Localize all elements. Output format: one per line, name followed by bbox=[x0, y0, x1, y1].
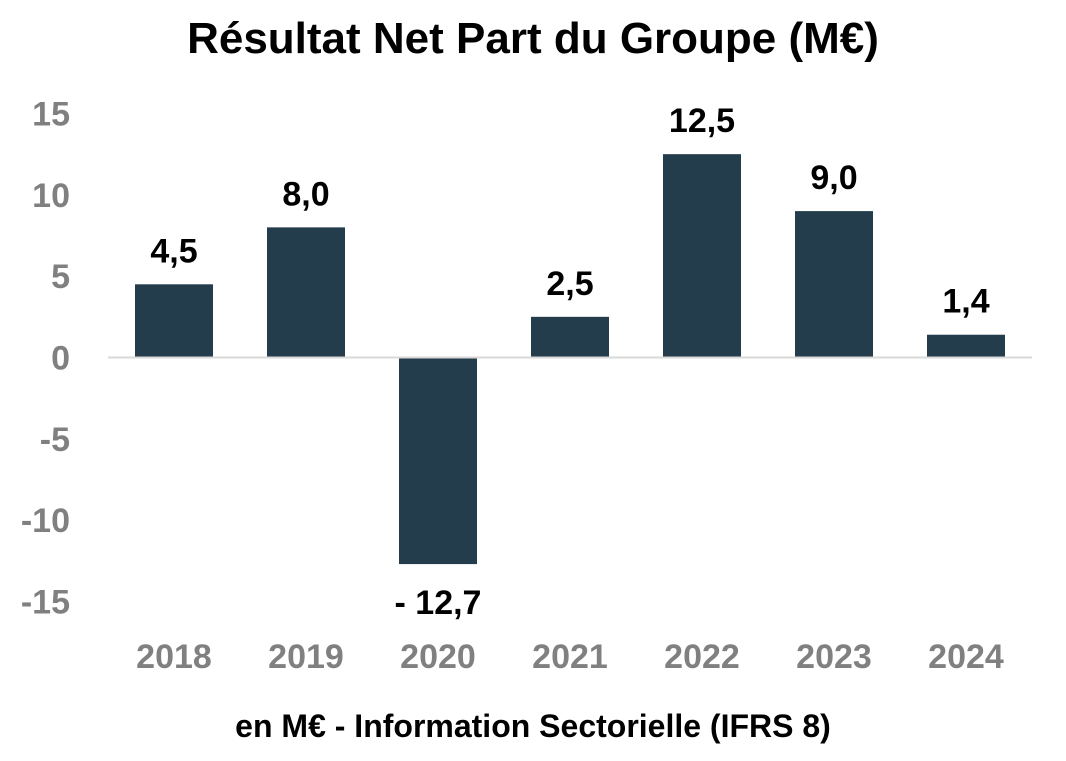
data-label: 8,0 bbox=[282, 175, 329, 213]
x-tick-label: 2021 bbox=[532, 638, 608, 676]
bar-2020 bbox=[399, 357, 477, 565]
y-axis: 15 10 5 0 -5 -10 -15 bbox=[21, 96, 70, 622]
data-label: 4,5 bbox=[150, 232, 197, 270]
x-tick-label: 2024 bbox=[928, 638, 1004, 676]
data-label: 2,5 bbox=[546, 265, 593, 303]
y-tick-label: 10 bbox=[32, 177, 70, 215]
y-tick-label: 0 bbox=[51, 340, 70, 378]
y-tick-label: -10 bbox=[21, 502, 70, 540]
x-tick-label: 2023 bbox=[796, 638, 872, 676]
chart-title: Résultat Net Part du Groupe (M€) bbox=[187, 14, 879, 63]
bar-2024 bbox=[927, 334, 1005, 358]
bar-2023 bbox=[795, 211, 873, 358]
y-tick-label: 5 bbox=[51, 258, 70, 296]
y-tick-label: -5 bbox=[40, 421, 70, 459]
bar-2021 bbox=[531, 316, 609, 358]
bar-2019 bbox=[267, 227, 345, 358]
data-label: 12,5 bbox=[669, 102, 735, 140]
bar-2022 bbox=[663, 154, 741, 358]
data-label: 1,4 bbox=[942, 283, 989, 321]
bars bbox=[135, 154, 1005, 565]
x-tick-label: 2018 bbox=[136, 638, 212, 676]
x-axis: 2018 2019 2020 2021 2022 2023 2024 bbox=[136, 638, 1004, 676]
data-label: 9,0 bbox=[810, 159, 857, 197]
y-tick-label: 15 bbox=[32, 96, 70, 134]
bar-2018 bbox=[135, 284, 213, 358]
chart-footer: en M€ - Information Sectorielle (IFRS 8) bbox=[235, 708, 831, 744]
data-label: - 12,7 bbox=[395, 584, 482, 622]
data-labels: 4,5 8,0 - 12,7 2,5 12,5 9,0 1,4 bbox=[150, 102, 989, 622]
x-tick-label: 2022 bbox=[664, 638, 740, 676]
x-tick-label: 2020 bbox=[400, 638, 476, 676]
y-tick-label: -15 bbox=[21, 584, 70, 622]
x-tick-label: 2019 bbox=[268, 638, 344, 676]
